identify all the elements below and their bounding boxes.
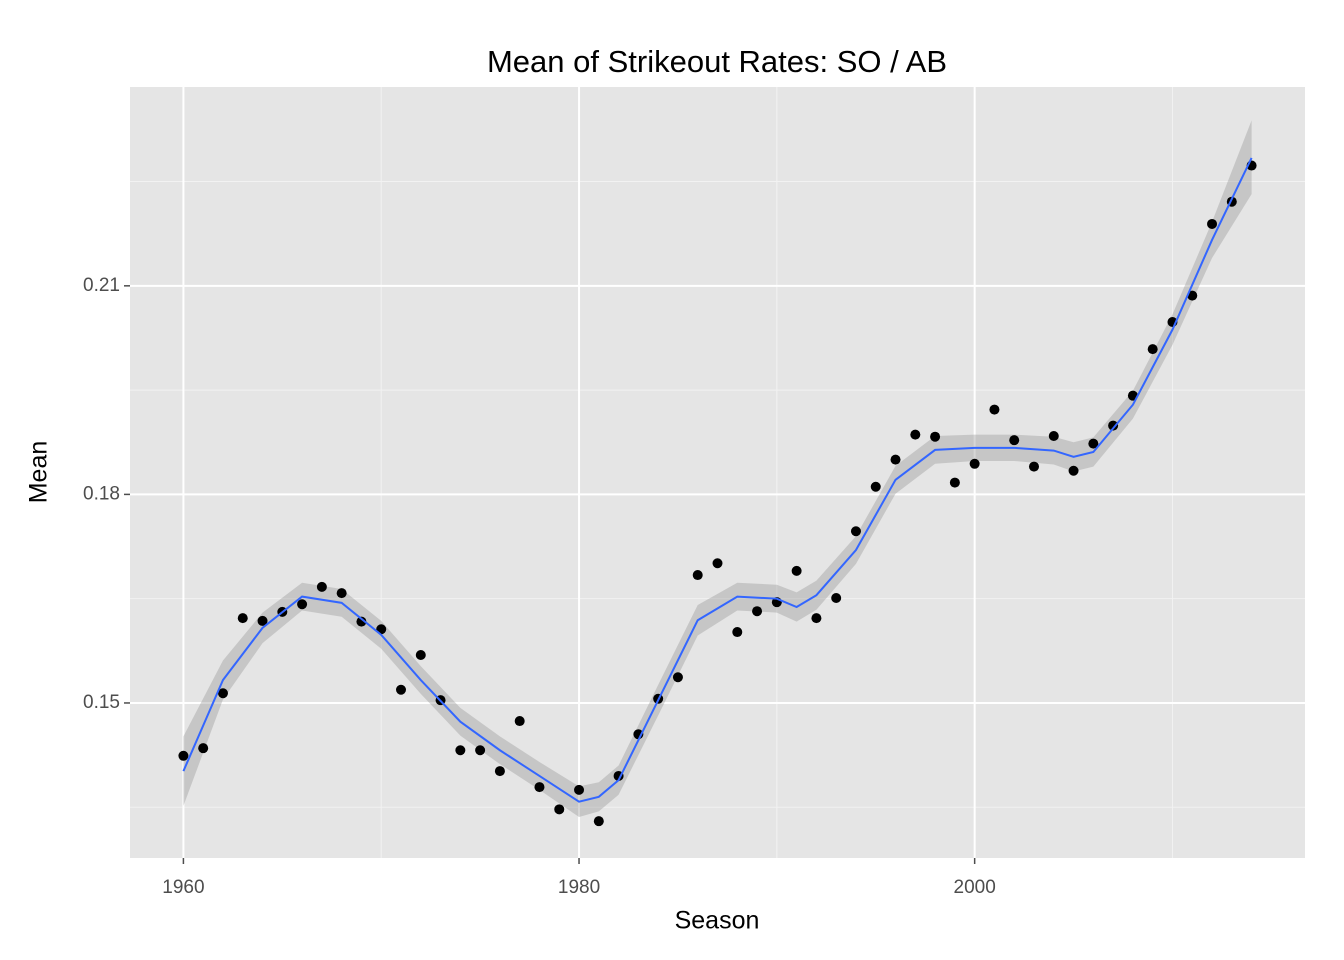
point	[791, 565, 802, 576]
point	[396, 684, 407, 695]
smooth-line	[182, 157, 1253, 803]
point	[514, 716, 525, 727]
point	[534, 782, 545, 793]
point	[1207, 218, 1218, 229]
x-axis-title: Season	[675, 907, 760, 935]
point	[198, 743, 209, 754]
marks	[178, 120, 1257, 827]
x-tick-label: 1960	[162, 877, 204, 898]
y-axis-title: Mean	[25, 441, 53, 504]
chart-title: Mean of Strikeout Rates: SO / AB	[487, 44, 947, 79]
point	[257, 615, 268, 626]
point	[1088, 438, 1099, 449]
point	[811, 613, 822, 624]
point	[336, 588, 347, 599]
point	[989, 404, 1000, 415]
point	[1009, 435, 1020, 446]
point	[752, 606, 763, 617]
y-tick-label: 0.15	[83, 692, 120, 713]
point	[890, 454, 901, 465]
point	[1147, 344, 1158, 355]
point	[910, 429, 921, 440]
point	[574, 784, 585, 795]
point	[415, 649, 426, 660]
point	[494, 766, 505, 777]
point	[1068, 465, 1079, 476]
point	[1048, 431, 1059, 442]
point	[672, 672, 683, 683]
point	[692, 570, 703, 581]
point	[593, 816, 604, 827]
point	[831, 592, 842, 603]
point	[1028, 461, 1039, 472]
point	[316, 581, 327, 592]
grid	[130, 87, 1305, 858]
point	[930, 431, 941, 442]
y-tick-label: 0.21	[83, 275, 120, 296]
point	[969, 458, 980, 469]
point	[178, 750, 189, 761]
point	[870, 481, 881, 492]
point	[237, 613, 248, 624]
point	[1187, 290, 1198, 301]
point	[712, 558, 723, 569]
point	[1108, 420, 1119, 431]
y-tick-label: 0.18	[83, 483, 120, 504]
point	[732, 627, 743, 638]
point	[850, 526, 861, 537]
x-tick-label: 1980	[558, 877, 600, 898]
point	[554, 804, 565, 815]
point	[475, 745, 486, 756]
point	[455, 745, 466, 756]
x-tick-label: 2000	[954, 877, 996, 898]
point	[356, 616, 367, 627]
panel	[130, 87, 1305, 858]
point	[297, 599, 308, 610]
point	[217, 688, 228, 699]
point	[949, 477, 960, 488]
